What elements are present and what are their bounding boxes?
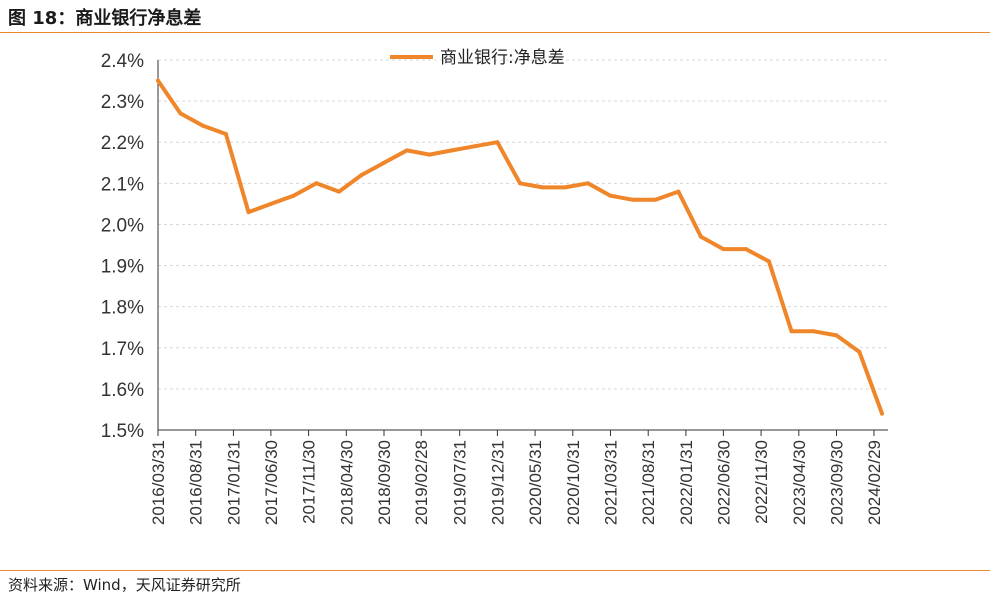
y-tick-label: 2.2% (101, 133, 144, 154)
legend-label: 商业银行:净息差 (440, 48, 565, 68)
y-tick-label: 1.6% (101, 380, 144, 401)
data-point (201, 123, 205, 128)
figure-title: 图 18：商业银行净息差 (8, 8, 202, 29)
data-point (789, 329, 794, 334)
data-point (268, 201, 273, 206)
x-tick-label: 2017/11/30 (300, 440, 319, 524)
x-tick-label: 2017/01/31 (224, 440, 243, 525)
x-tick-label: 2016/08/31 (187, 440, 206, 525)
data-point (246, 210, 251, 215)
y-tick-label: 1.7% (101, 339, 144, 360)
y-tick-label: 2.1% (101, 174, 144, 195)
y-tick-label: 1.9% (101, 257, 144, 278)
data-point (721, 247, 726, 252)
x-tick-label: 2019/07/31 (451, 440, 470, 525)
top-rule (0, 32, 990, 33)
x-tick-label: 2020/10/31 (564, 440, 583, 525)
y-tick-label: 2.0% (101, 215, 144, 236)
data-point (495, 140, 500, 145)
x-tick-label: 2021/08/31 (639, 440, 658, 525)
x-tick-label: 2016/03/31 (149, 440, 168, 525)
series-group (156, 78, 884, 416)
data-point (630, 197, 635, 202)
y-tick-label: 2.3% (101, 92, 144, 113)
data-point (766, 259, 771, 264)
data-point (449, 148, 454, 153)
data-point (223, 132, 228, 136)
y-axis: 1.5% 1.6% 1.7% 1.8% 1.9% 2.0% 2.1% 2.2% 2.3% 2.4% (101, 51, 159, 442)
data-point (653, 197, 658, 202)
x-tick-label: 2022/06/30 (714, 440, 733, 525)
y-tick-label: 1.8% (101, 298, 144, 319)
data-point (178, 111, 183, 116)
data-point (382, 160, 386, 165)
x-tick-label: 2021/03/31 (602, 440, 621, 525)
data-point (699, 234, 703, 239)
data-point (857, 349, 862, 354)
data-point (518, 181, 522, 186)
line-chart: 1.5% 1.6% 1.7% 1.8% 1.9% 2.0% 2.1% 2.2% 2.3% 2.4%… (101, 48, 888, 525)
data-point (811, 329, 816, 334)
data-point (608, 193, 613, 198)
data-point (563, 185, 567, 190)
source-note: 资料来源：Wind，天风证券研究所 (8, 576, 241, 594)
x-tick-label: 2023/09/30 (828, 440, 847, 525)
grid-lines (158, 59, 888, 390)
x-tick-label: 2019/12/31 (488, 440, 507, 525)
x-tick-label: 2022/01/31 (677, 440, 696, 525)
data-point (834, 333, 839, 338)
x-tick-label: 2017/06/30 (262, 440, 281, 525)
data-point (314, 181, 319, 186)
x-axis: 2016/03/31 2016/08/31 2017/01/31 2017/06/30… (149, 429, 888, 525)
data-point (359, 173, 364, 178)
legend: 商业银行:净息差 (390, 48, 565, 68)
data-point (676, 189, 681, 194)
data-point (156, 78, 160, 83)
x-tick-label: 2018/04/30 (337, 440, 356, 525)
y-tick-label: 1.5% (101, 421, 144, 442)
x-tick-label: 2022/11/30 (752, 440, 771, 524)
x-tick-label: 2023/04/30 (790, 440, 809, 525)
bottom-rule (0, 570, 990, 571)
data-point (540, 185, 545, 190)
data-point (744, 247, 748, 252)
series-line (156, 78, 884, 416)
data-point (427, 152, 432, 157)
data-point (404, 148, 409, 153)
x-tick-label: 2018/09/30 (375, 440, 394, 525)
x-tick-label: 2019/02/28 (412, 440, 431, 525)
data-point (585, 181, 590, 186)
data-point (880, 411, 884, 416)
data-point (472, 144, 477, 149)
y-tick-label: 2.4% (101, 51, 144, 72)
x-tick-label: 2024/02/29 (865, 440, 884, 525)
data-point (291, 193, 296, 198)
data-point (337, 189, 341, 194)
x-tick-label: 2020/05/31 (526, 440, 545, 525)
